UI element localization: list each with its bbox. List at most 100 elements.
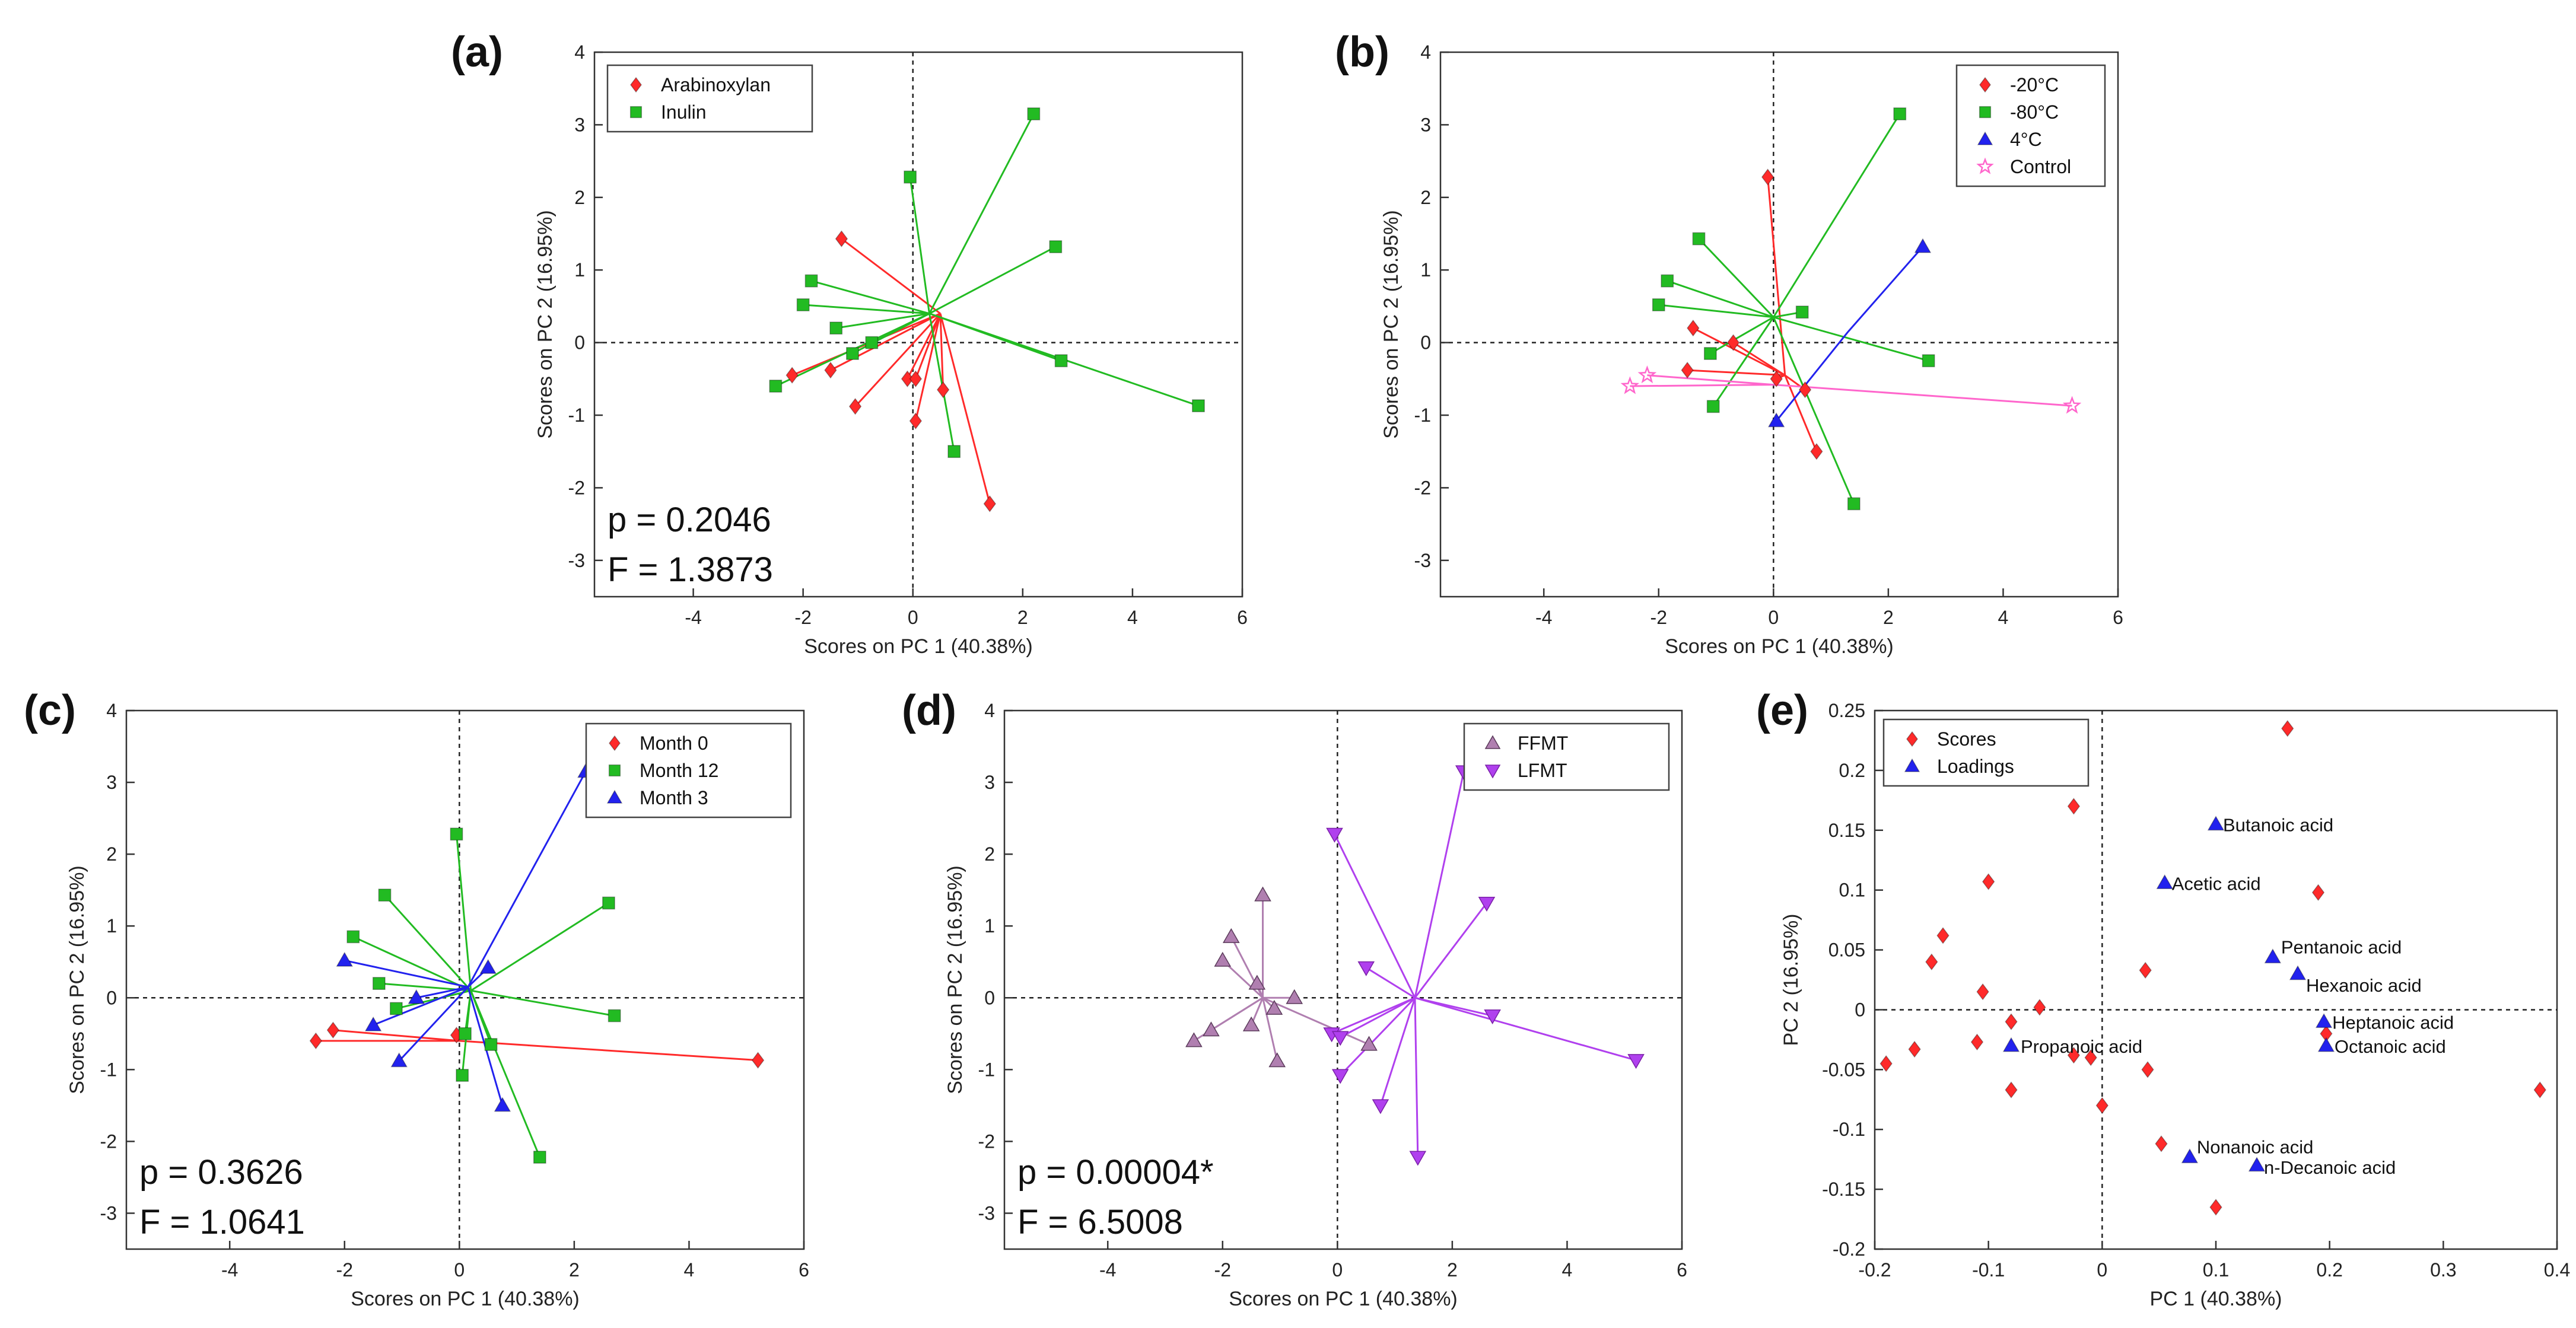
data-point — [2067, 798, 2081, 815]
data-point — [1254, 886, 1271, 902]
spoke-line — [398, 986, 469, 1062]
y-tick-label: 0 — [1855, 999, 1865, 1020]
spoke-line — [344, 959, 469, 988]
spoke-line — [909, 177, 930, 314]
x-tick-label: -0.2 — [1858, 1259, 1891, 1281]
data-point — [1810, 442, 1823, 460]
x-tick-label: 4 — [1127, 607, 1138, 628]
y-tick-label: 1 — [984, 915, 995, 937]
data-point — [1908, 1040, 1921, 1058]
x-tick-label: 6 — [799, 1259, 809, 1281]
data-point — [1620, 376, 1640, 394]
legend-marker — [606, 789, 623, 804]
y-tick-label: -0.05 — [1822, 1059, 1865, 1080]
spoke-line — [928, 246, 1057, 314]
stats-text: p = 0.00004* — [1017, 1153, 1214, 1192]
data-point — [848, 398, 862, 415]
spoke-line — [1775, 331, 1849, 422]
data-point — [1847, 497, 1861, 511]
x-tick-label: -2 — [794, 607, 811, 628]
spoke-line — [1365, 967, 1416, 999]
x-tick-label: -0.1 — [1972, 1259, 2005, 1281]
data-point — [936, 381, 950, 399]
spoke-line — [384, 894, 472, 992]
data-point — [1767, 412, 1785, 428]
x-tick-label: 4 — [684, 1259, 695, 1281]
data-point — [2207, 816, 2225, 831]
legend-box — [606, 64, 813, 133]
data-point — [1360, 1036, 1378, 1051]
data-point — [1484, 1009, 1501, 1025]
data-point — [769, 380, 783, 393]
legend: Scores Loadings — [1882, 718, 2090, 787]
data-point — [785, 367, 799, 384]
x-tick-label: 0 — [1332, 1259, 1343, 1281]
legend-label: Month 0 — [640, 733, 708, 754]
spoke-line — [416, 986, 469, 999]
x-tick-label: -4 — [221, 1259, 238, 1281]
spoke-line — [830, 313, 941, 371]
x-axis-title: Scores on PC 1 (40.38%) — [1229, 1288, 1458, 1310]
data-point — [364, 1016, 382, 1031]
stats-text: F = 6.5008 — [1017, 1203, 1183, 1241]
y-tick-label: -3 — [978, 1202, 995, 1224]
data-point — [336, 951, 354, 967]
data-point — [2181, 1148, 2199, 1164]
data-point — [346, 930, 360, 944]
panel-c: (c) -4 -2 0 2 4 6 -3 -2 -1 0 1 2 3 4 Scores on PC 1 (40… — [24, 687, 809, 1310]
data-point — [1326, 827, 1343, 843]
y-tick-label: 0.2 — [1839, 760, 1865, 781]
data-point — [1268, 1052, 1286, 1068]
data-point — [865, 336, 879, 349]
spoke-line — [1667, 280, 1774, 319]
y-tick-label: 3 — [574, 114, 585, 135]
x-tick-label: 6 — [2113, 607, 2123, 628]
legend-box — [1463, 722, 1670, 791]
y-tick-label: -3 — [1414, 550, 1431, 571]
y-tick-label: 4 — [984, 700, 995, 721]
spoke-line — [1658, 304, 1774, 319]
data-point — [1914, 238, 1932, 253]
data-point — [1248, 974, 1266, 990]
data-point — [309, 1032, 323, 1050]
spoke-line — [1767, 177, 1786, 375]
data-point — [1703, 347, 1717, 360]
data-point — [2209, 1199, 2222, 1216]
data-point — [901, 370, 914, 388]
y-tick-label: -0.15 — [1822, 1179, 1865, 1200]
legend-label: -20°C — [2010, 74, 2059, 95]
spoke-line — [1773, 316, 1929, 362]
spoke-line — [1773, 384, 2072, 407]
data-point — [1478, 896, 1496, 912]
panel-label: (a) — [451, 28, 503, 76]
data-point — [1795, 305, 1809, 319]
data-point — [1357, 961, 1375, 976]
spoke-line — [1340, 996, 1416, 1039]
data-point — [484, 1038, 498, 1051]
spoke-line — [352, 935, 472, 992]
data-point — [389, 1002, 403, 1015]
loading-label: Nonanoic acid — [2197, 1137, 2313, 1158]
loading-label: Acetic acid — [2172, 874, 2261, 894]
y-tick-label: -1 — [100, 1059, 117, 1080]
y-axis-title: Scores on PC 2 (16.95%) — [534, 210, 556, 439]
y-tick-label: -3 — [100, 1202, 117, 1224]
spoke-line — [470, 990, 541, 1158]
loading-label: Pentanoic acid — [2281, 937, 2402, 958]
spoke-line — [1334, 833, 1416, 998]
legend-marker — [1484, 765, 1501, 779]
data-point — [326, 1021, 340, 1039]
x-tick-label: 2 — [1447, 1259, 1458, 1281]
y-tick-label: -1 — [568, 405, 585, 426]
data-point — [2095, 1097, 2109, 1114]
spoke-line — [1773, 113, 1901, 318]
data-point — [2289, 965, 2307, 980]
spoke-line — [854, 313, 942, 407]
x-tick-label: -4 — [1535, 607, 1552, 628]
data-point — [2005, 1013, 2018, 1030]
data-point — [2311, 884, 2325, 901]
data-point — [796, 298, 810, 311]
x-tick-label: -2 — [1650, 607, 1667, 628]
panel-label: (d) — [902, 687, 956, 734]
